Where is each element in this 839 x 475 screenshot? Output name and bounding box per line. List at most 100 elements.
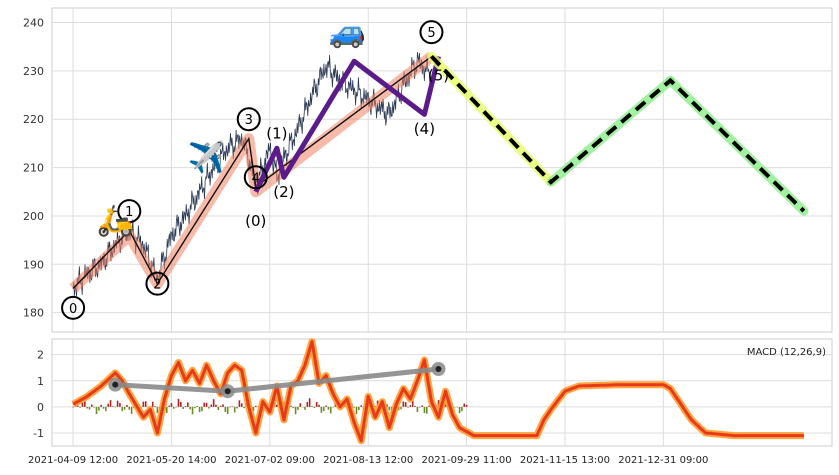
macd-histogram-bar bbox=[444, 404, 447, 407]
primary-wave-label-circle bbox=[117, 199, 142, 224]
macd-y-tick-label: 1 bbox=[37, 375, 44, 388]
macd-histogram-bar bbox=[463, 403, 466, 407]
macd-histogram-bar bbox=[215, 404, 217, 407]
macd-histogram-bar bbox=[297, 406, 299, 410]
macd-histogram-bar bbox=[231, 406, 234, 408]
macd-histogram-bar bbox=[203, 402, 206, 407]
macd-histogram-bar bbox=[126, 405, 128, 407]
macd-panel: -1 0 1 2 MACD (12,26,9) bbox=[33, 338, 833, 447]
macd-histogram-bar bbox=[428, 405, 430, 407]
primary-wave-label: 3 bbox=[245, 113, 253, 128]
macd-histogram-bar bbox=[306, 401, 309, 407]
macd-main-line bbox=[72, 340, 804, 443]
macd-histogram-bar bbox=[226, 406, 229, 414]
primary-wave-label-circle bbox=[236, 107, 261, 132]
macd-histogram-bar bbox=[329, 406, 332, 414]
price-y-tick-label: 210 bbox=[23, 162, 44, 175]
macd-histogram-bar bbox=[144, 401, 147, 407]
macd-histogram-bar bbox=[461, 406, 463, 412]
macd-histogram-bar bbox=[292, 406, 295, 409]
macd-histogram-bar bbox=[254, 405, 257, 407]
macd-histogram-bar bbox=[252, 406, 255, 411]
macd-histogram-bar bbox=[121, 406, 124, 412]
macd-histogram-bar bbox=[191, 406, 194, 415]
macd-histogram-bar bbox=[102, 406, 105, 409]
macd-y-tick-label: 0 bbox=[37, 401, 44, 414]
macd-histogram-bar bbox=[360, 405, 362, 407]
macd-histogram-bar bbox=[299, 403, 302, 407]
macd-histogram-bar bbox=[177, 398, 180, 407]
macd-histogram-bar bbox=[83, 401, 86, 407]
macd-histogram-bar bbox=[456, 406, 459, 408]
primary-wave-label-circle bbox=[61, 295, 86, 320]
macd-y-tick-label: -1 bbox=[33, 427, 44, 440]
macd-histogram-bar bbox=[386, 404, 388, 407]
macd-histogram-bar bbox=[388, 406, 391, 411]
macd-histogram-bar bbox=[95, 406, 98, 415]
macd-histogram-bar bbox=[229, 406, 231, 408]
macd-histogram-bar bbox=[236, 406, 238, 409]
base-trend-line bbox=[72, 55, 432, 289]
macd-histogram-bar bbox=[180, 401, 182, 407]
macd-histogram-bar bbox=[322, 406, 325, 412]
macd-histogram-bar bbox=[182, 406, 184, 409]
macd-histogram-bar bbox=[210, 404, 213, 407]
macd-histogram-bar bbox=[421, 405, 423, 407]
macd-histogram-bar bbox=[458, 406, 461, 414]
macd-histogram-bar bbox=[123, 406, 126, 410]
macd-histogram-bar bbox=[114, 406, 117, 408]
primary-wave-label-circle bbox=[243, 165, 268, 190]
macd-histogram-bar bbox=[91, 404, 93, 407]
macd-histogram-bar bbox=[105, 406, 107, 412]
secondary-wave-label: (3) bbox=[344, 28, 365, 46]
emoji-marker-icon: ✈️ bbox=[188, 139, 225, 176]
macd-histogram-bar bbox=[154, 406, 156, 407]
macd-histogram-bar bbox=[208, 406, 210, 409]
macd-histogram-bar bbox=[88, 406, 91, 410]
macd-histogram-bar bbox=[151, 401, 154, 407]
secondary-wave-label: (5) bbox=[428, 67, 449, 85]
macd-histogram-bar bbox=[465, 404, 468, 407]
projection-dashed-line bbox=[430, 55, 806, 213]
macd-histogram-bar bbox=[411, 400, 414, 407]
macd-histogram-bar bbox=[327, 406, 330, 410]
emoji-marker-icon: 🚙 bbox=[328, 15, 365, 50]
secondary-wave-label: (0) bbox=[245, 212, 266, 230]
primary-wave-label: 2 bbox=[153, 278, 161, 293]
emoji-marker-icon: 🛵 bbox=[97, 203, 134, 238]
x-tick-label: 2021-04-09 12:00 bbox=[28, 455, 118, 466]
macd-histogram-bar bbox=[224, 406, 227, 412]
macd-histogram-bar bbox=[238, 400, 241, 407]
macd-histogram-bar bbox=[423, 406, 426, 414]
macd-histogram-bar bbox=[100, 404, 102, 407]
price-panel: 180 190 200 210 220 230 240 0 1 2 3 4 5 (0) (1) (2) (3) (… bbox=[23, 7, 833, 333]
primary-wave-label: 1 bbox=[125, 205, 133, 220]
macd-histogram-bar bbox=[72, 406, 74, 408]
macd-histogram-bar bbox=[107, 403, 110, 407]
price-y-tick-label: 200 bbox=[23, 210, 44, 223]
primary-wave-label: 0 bbox=[69, 302, 77, 317]
macd-histogram-bar bbox=[325, 405, 327, 407]
macd-histogram-bar bbox=[130, 406, 133, 414]
macd-histogram-bar bbox=[86, 406, 88, 409]
macd-histogram-bar bbox=[165, 406, 168, 414]
macd-histogram-bar bbox=[201, 406, 203, 412]
macd-histogram-bar bbox=[418, 406, 421, 408]
macd-histogram-bar bbox=[409, 405, 412, 407]
macd-histogram-bar bbox=[276, 404, 278, 407]
macd-histogram-bar bbox=[168, 405, 170, 407]
macd-histogram-bar bbox=[184, 405, 187, 407]
macd-histogram-bar bbox=[194, 406, 196, 409]
macd-histogram-bar bbox=[142, 401, 145, 407]
macd-histogram-bar bbox=[407, 406, 409, 408]
macd-histogram-bar bbox=[76, 405, 79, 407]
macd-histogram-bar bbox=[301, 406, 304, 408]
macd-histogram-bar bbox=[222, 404, 224, 407]
macd-histogram-bar bbox=[233, 406, 236, 413]
macd-histogram-bar bbox=[304, 406, 306, 410]
macd-histogram-bar bbox=[313, 406, 316, 409]
x-tick-label: 2021-08-13 12:00 bbox=[323, 455, 413, 466]
macd-histogram-bar bbox=[332, 406, 334, 408]
